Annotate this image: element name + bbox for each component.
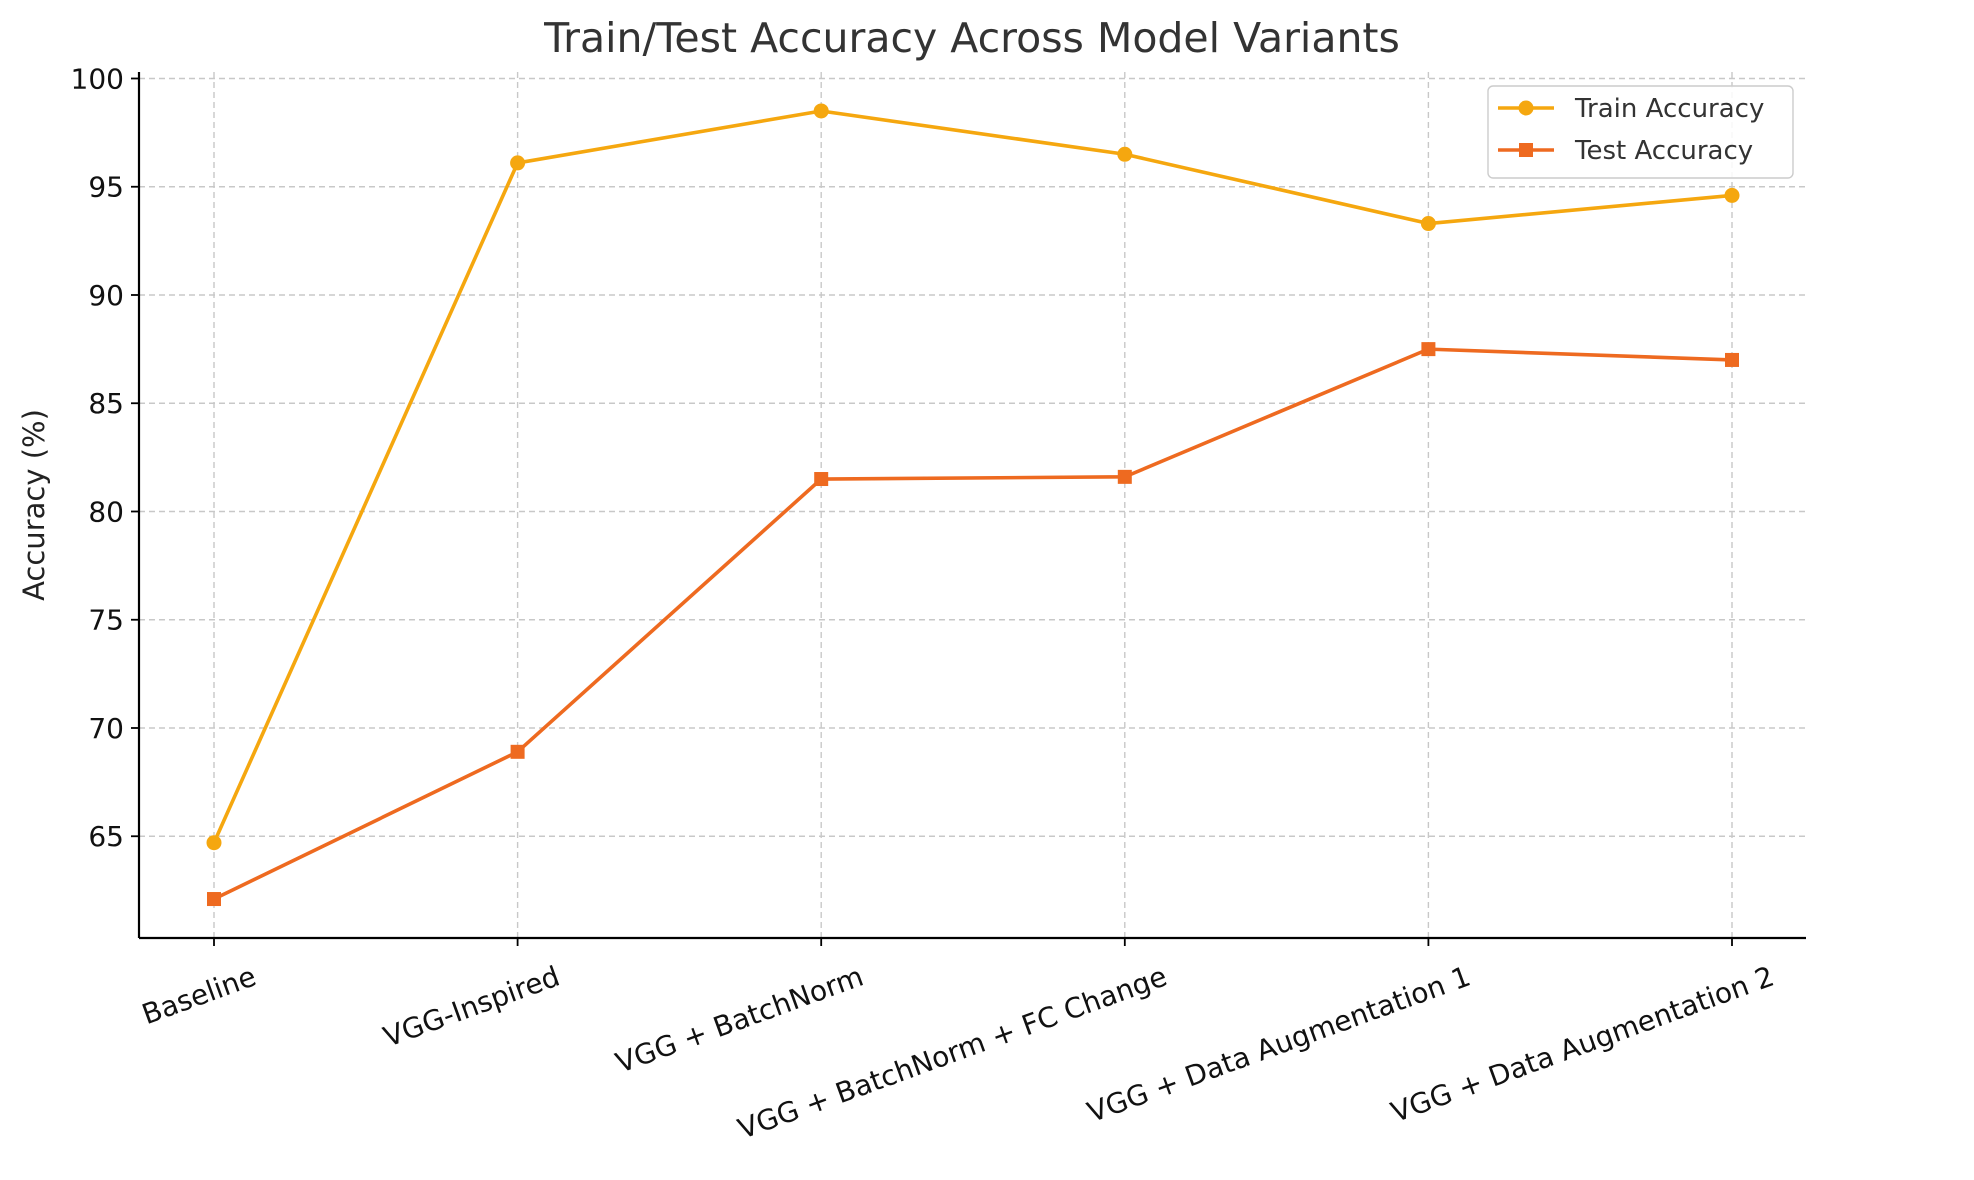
train-accuracy-legend-marker: [1518, 100, 1534, 116]
train-accuracy-point: [1724, 187, 1740, 203]
train-accuracy-line: [212, 109, 1733, 844]
test-accuracy-point: [1117, 469, 1132, 484]
x-tick-label: Baseline: [138, 960, 261, 1032]
x-tick-label: VGG + BatchNorm: [611, 960, 867, 1080]
test-accuracy-point: [510, 744, 525, 759]
y-tick-label: 100: [71, 62, 124, 95]
y-axis-label: Accuracy (%): [17, 409, 51, 601]
train-accuracy-point: [206, 835, 222, 851]
x-tick-label: VGG-Inspired: [379, 960, 564, 1054]
train-accuracy-point: [813, 103, 829, 119]
legend-box: [1487, 85, 1794, 179]
test-accuracy-point: [1421, 342, 1436, 357]
test-accuracy-legend-marker: [1519, 143, 1533, 157]
axes: [137, 72, 1806, 940]
chart-title: Train/Test Accuracy Across Model Variant…: [543, 14, 1400, 62]
train-accuracy-point: [1117, 146, 1133, 162]
y-tick-label: 75: [88, 604, 124, 637]
y-tick-label: 80: [88, 495, 124, 528]
y-tick-label: 90: [88, 279, 124, 312]
test-accuracy-point: [1725, 352, 1739, 367]
train-accuracy-point: [1420, 216, 1436, 232]
test-accuracy-point: [814, 472, 829, 487]
legend: Train Accuracy Test Accuracy: [1487, 85, 1794, 179]
train-accuracy-legend-label: Train Accuracy: [1574, 94, 1764, 124]
y-tick-label: 85: [88, 387, 124, 420]
test-accuracy-point: [207, 892, 221, 907]
y-tick-label: 95: [88, 171, 124, 204]
train-accuracy-point: [510, 155, 526, 171]
series-group: [206, 103, 1740, 907]
test-accuracy-line: [213, 347, 1733, 901]
grid: [139, 72, 1806, 938]
y-tick-label: 65: [88, 820, 124, 853]
y-tick-label: 70: [88, 712, 124, 745]
test-accuracy-legend-label: Test Accuracy: [1574, 136, 1753, 166]
